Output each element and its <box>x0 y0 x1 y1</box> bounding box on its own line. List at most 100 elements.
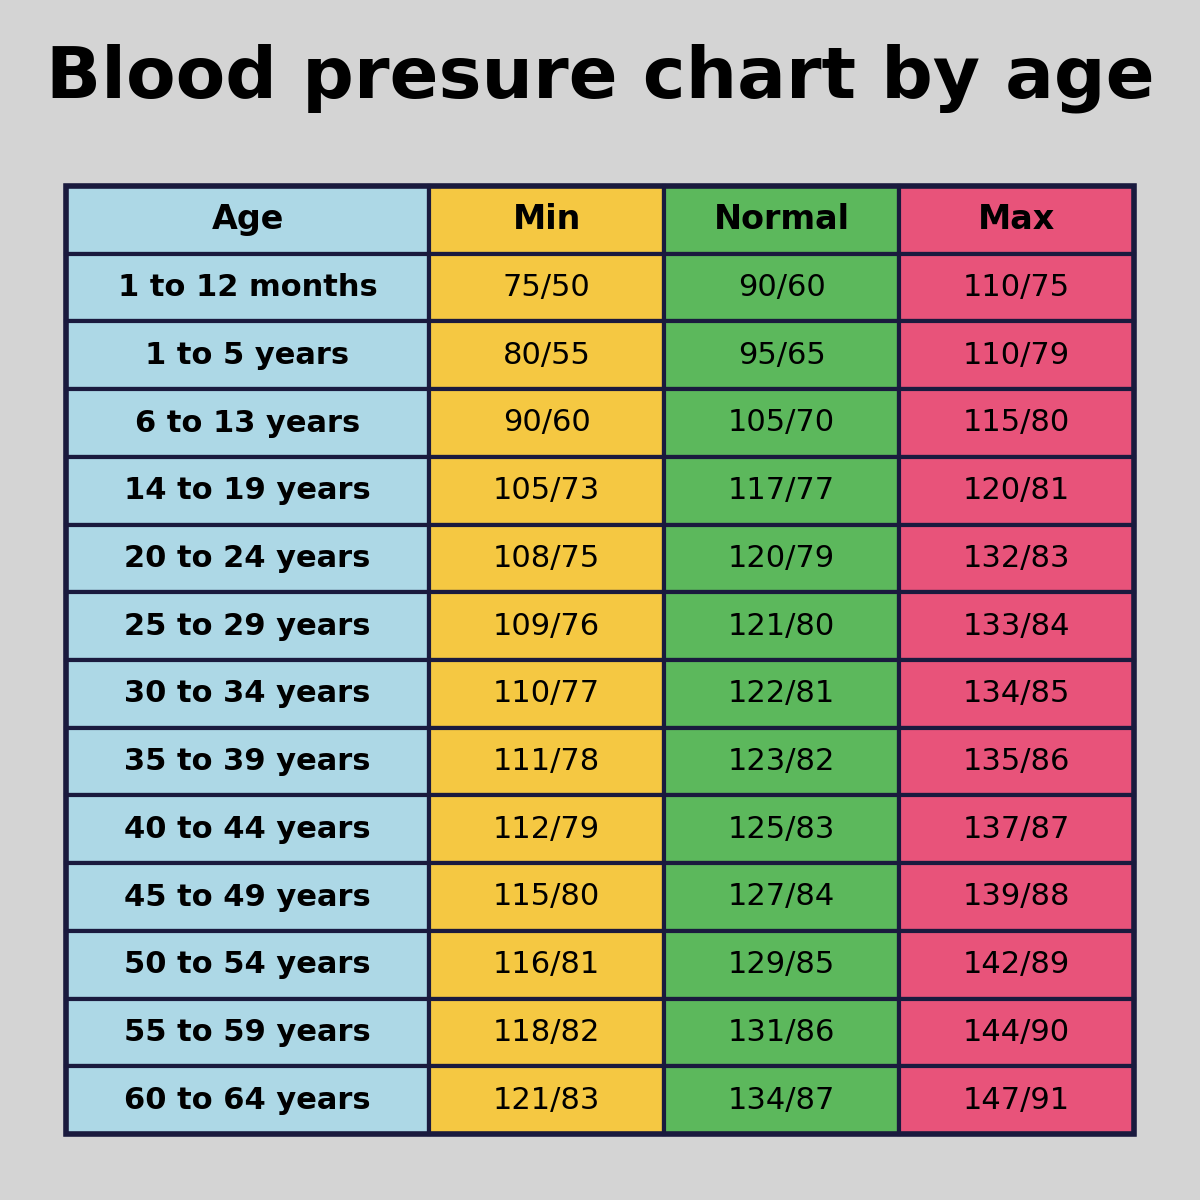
Text: 55 to 59 years: 55 to 59 years <box>124 1018 371 1046</box>
Text: 134/87: 134/87 <box>728 1086 835 1115</box>
Bar <box>430 186 664 253</box>
Text: 137/87: 137/87 <box>962 815 1070 844</box>
Text: 118/82: 118/82 <box>493 1018 600 1046</box>
Text: 132/83: 132/83 <box>962 544 1070 572</box>
Bar <box>664 389 899 457</box>
Text: 127/84: 127/84 <box>728 882 835 912</box>
Bar <box>66 186 1134 1134</box>
Text: 147/91: 147/91 <box>962 1086 1070 1115</box>
Text: 120/81: 120/81 <box>962 476 1070 505</box>
Text: 45 to 49 years: 45 to 49 years <box>124 882 371 912</box>
Text: 135/86: 135/86 <box>962 748 1070 776</box>
Bar <box>899 998 1134 1067</box>
Text: 109/76: 109/76 <box>493 612 600 641</box>
Bar <box>66 796 430 863</box>
Bar <box>430 389 664 457</box>
Bar <box>664 931 899 998</box>
Text: Blood presure chart by age: Blood presure chart by age <box>46 43 1154 113</box>
Bar <box>899 796 1134 863</box>
Text: 14 to 19 years: 14 to 19 years <box>124 476 371 505</box>
Text: 144/90: 144/90 <box>962 1018 1070 1046</box>
Text: 110/79: 110/79 <box>962 341 1070 370</box>
Text: 90/60: 90/60 <box>503 408 590 438</box>
Bar <box>664 1067 899 1134</box>
Text: 90/60: 90/60 <box>738 274 826 302</box>
Text: Min: Min <box>512 203 581 236</box>
Bar <box>66 931 430 998</box>
Text: 117/77: 117/77 <box>728 476 835 505</box>
Bar <box>430 593 664 660</box>
Bar <box>899 1067 1134 1134</box>
Text: 60 to 64 years: 60 to 64 years <box>125 1086 371 1115</box>
Text: 75/50: 75/50 <box>503 274 590 302</box>
Text: 50 to 54 years: 50 to 54 years <box>125 950 371 979</box>
Bar <box>899 253 1134 322</box>
Bar <box>430 1067 664 1134</box>
Text: 121/80: 121/80 <box>728 612 835 641</box>
Text: Normal: Normal <box>714 203 850 236</box>
Bar <box>66 727 430 796</box>
Bar <box>430 457 664 524</box>
Text: 105/73: 105/73 <box>493 476 600 505</box>
Bar <box>66 863 430 931</box>
Text: 80/55: 80/55 <box>503 341 590 370</box>
Bar <box>66 998 430 1067</box>
Bar <box>430 931 664 998</box>
Text: 108/75: 108/75 <box>493 544 600 572</box>
Text: 139/88: 139/88 <box>962 882 1070 912</box>
Text: 25 to 29 years: 25 to 29 years <box>125 612 371 641</box>
Text: 120/79: 120/79 <box>728 544 835 572</box>
Text: 6 to 13 years: 6 to 13 years <box>134 408 360 438</box>
Text: 121/83: 121/83 <box>493 1086 600 1115</box>
Text: 30 to 34 years: 30 to 34 years <box>125 679 371 708</box>
Bar <box>66 389 430 457</box>
Bar <box>899 593 1134 660</box>
Text: 134/85: 134/85 <box>962 679 1070 708</box>
Bar <box>899 931 1134 998</box>
Text: 133/84: 133/84 <box>962 612 1070 641</box>
Bar <box>664 727 899 796</box>
Bar <box>66 186 430 253</box>
Bar <box>899 457 1134 524</box>
Text: 40 to 44 years: 40 to 44 years <box>125 815 371 844</box>
Bar <box>66 593 430 660</box>
Text: 115/80: 115/80 <box>493 882 600 912</box>
Bar <box>66 1067 430 1134</box>
Bar <box>430 322 664 389</box>
Bar <box>430 998 664 1067</box>
Bar <box>430 660 664 727</box>
Bar <box>66 524 430 593</box>
Text: 131/86: 131/86 <box>728 1018 835 1046</box>
Bar <box>430 863 664 931</box>
Text: 142/89: 142/89 <box>962 950 1070 979</box>
Bar <box>664 863 899 931</box>
Text: 115/80: 115/80 <box>962 408 1070 438</box>
Text: 110/75: 110/75 <box>962 274 1070 302</box>
Text: 20 to 24 years: 20 to 24 years <box>125 544 371 572</box>
Text: 35 to 39 years: 35 to 39 years <box>125 748 371 776</box>
Bar <box>664 253 899 322</box>
Text: 110/77: 110/77 <box>493 679 600 708</box>
Bar <box>899 660 1134 727</box>
Bar <box>66 322 430 389</box>
Bar <box>664 322 899 389</box>
Bar <box>430 253 664 322</box>
Bar <box>664 593 899 660</box>
Bar <box>899 863 1134 931</box>
Text: 111/78: 111/78 <box>493 748 600 776</box>
Text: 129/85: 129/85 <box>728 950 835 979</box>
Bar <box>430 524 664 593</box>
Bar <box>430 796 664 863</box>
Bar <box>664 524 899 593</box>
Text: Max: Max <box>978 203 1055 236</box>
Bar <box>664 186 899 253</box>
Bar <box>664 796 899 863</box>
Text: 1 to 12 months: 1 to 12 months <box>118 274 378 302</box>
Text: 105/70: 105/70 <box>728 408 835 438</box>
Bar <box>66 253 430 322</box>
Bar <box>899 389 1134 457</box>
Bar <box>664 998 899 1067</box>
Text: 123/82: 123/82 <box>728 748 835 776</box>
Bar <box>664 660 899 727</box>
Text: 1 to 5 years: 1 to 5 years <box>145 341 349 370</box>
